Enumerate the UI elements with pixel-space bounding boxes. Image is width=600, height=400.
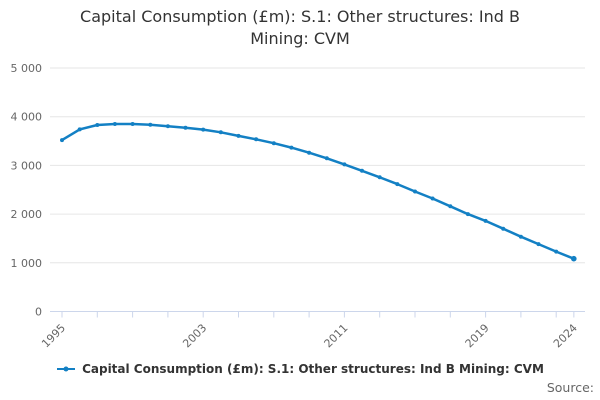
data-point[interactable]: [289, 145, 294, 150]
y-tick-label: 1 000: [11, 257, 43, 270]
data-point[interactable]: [465, 212, 470, 217]
data-point[interactable]: [554, 249, 559, 254]
data-point[interactable]: [77, 127, 82, 132]
data-point[interactable]: [130, 122, 135, 126]
data-point[interactable]: [342, 162, 347, 167]
y-tick-label: 0: [35, 306, 42, 319]
y-tick-label: 4 000: [11, 111, 43, 124]
source-label: Source:: [546, 380, 594, 395]
data-point[interactable]: [518, 234, 523, 239]
data-point[interactable]: [165, 124, 170, 129]
data-point[interactable]: [413, 189, 417, 194]
y-tick-label: 2 000: [11, 208, 43, 221]
legend-item[interactable]: Capital Consumption (£m): S.1: Other str…: [0, 362, 600, 376]
chart-title: Capital Consumption (£m): S.1: Other str…: [80, 7, 520, 48]
data-point[interactable]: [395, 182, 400, 187]
x-tick-label: 2003: [180, 321, 209, 350]
data-point[interactable]: [236, 133, 241, 138]
x-tick-label: 2011: [322, 321, 351, 350]
x-tick-label: 1995: [39, 321, 68, 350]
data-point[interactable]: [377, 175, 382, 180]
data-point[interactable]: [430, 196, 435, 201]
data-point[interactable]: [254, 137, 259, 142]
data-point[interactable]: [501, 226, 506, 231]
data-point[interactable]: [60, 138, 64, 143]
data-point[interactable]: [360, 168, 364, 173]
y-tick-label: 5 000: [11, 62, 43, 75]
data-point[interactable]: [536, 242, 541, 247]
x-tick-label: 2024: [551, 321, 580, 350]
data-point[interactable]: [448, 204, 453, 209]
series-line: [60, 122, 576, 260]
data-point[interactable]: [307, 150, 312, 155]
legend-line-marker-icon: [57, 366, 76, 372]
legend-label: Capital Consumption (£m): S.1: Other str…: [82, 362, 544, 376]
x-tick-label: 2019: [463, 321, 492, 350]
data-point[interactable]: [183, 125, 188, 130]
data-point[interactable]: [95, 123, 100, 127]
data-point[interactable]: [483, 218, 488, 223]
data-point[interactable]: [148, 122, 153, 127]
data-point[interactable]: [571, 255, 577, 262]
data-point[interactable]: [271, 141, 276, 146]
data-point[interactable]: [112, 122, 117, 126]
y-tick-label: 3 000: [11, 159, 43, 172]
data-point[interactable]: [324, 156, 329, 161]
data-point[interactable]: [218, 130, 223, 135]
data-point[interactable]: [201, 127, 206, 132]
